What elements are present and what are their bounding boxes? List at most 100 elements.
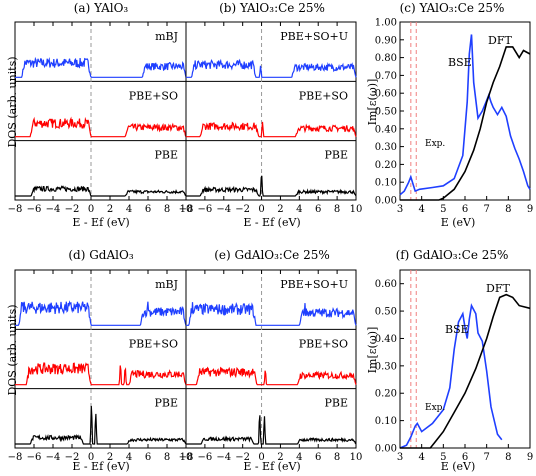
x-tick-label: −2 <box>65 204 80 215</box>
x-tick-label: 2 <box>277 452 283 463</box>
xlabel-c: E (eV) <box>441 216 476 229</box>
x-tick-label: 5 <box>440 452 446 463</box>
xlabel-f: E (eV) <box>441 460 476 473</box>
y-tick-label: 0.20 <box>375 389 397 400</box>
dos-series-a-2 <box>15 185 187 197</box>
dos-series-e-1 <box>186 366 357 386</box>
title-c: (c) YAlO₃:Ce 25% <box>400 1 505 15</box>
title-e: (e) GdAlO₃:Ce 25% <box>214 248 330 262</box>
x-tick-label: −6 <box>198 204 213 215</box>
x-tick-label: −4 <box>216 204 231 215</box>
method-label: PBE+SO <box>299 89 348 102</box>
eps-series-bse <box>399 303 503 449</box>
xlabel-b: E - Ef (eV) <box>243 216 300 229</box>
x-tick-label: 0 <box>258 452 264 463</box>
x-tick-label: 3 <box>397 204 403 215</box>
x-tick-label: 8 <box>334 452 340 463</box>
dos-chart-a: mBJ PBE+SO PBE −8 −6 −4 −2 0 2 4 6 8 10 <box>8 21 192 215</box>
title-b: (b) YAlO₃:Ce 25% <box>219 1 325 15</box>
x-tick-label: 8 <box>334 204 340 215</box>
x-tick-label: −2 <box>65 452 80 463</box>
x-tick-label: 4 <box>296 204 302 215</box>
dos-series-b-0 <box>186 58 357 78</box>
x-tick-label: 6 <box>145 452 151 463</box>
frame-a <box>14 21 187 201</box>
x-tick-label: −2 <box>235 204 250 215</box>
method-label: PBE <box>324 149 348 162</box>
ylabel-d: DOS (arb. units) <box>6 304 19 395</box>
y-tick-label: 0.80 <box>375 53 397 64</box>
method-label: PBE+SO+U <box>280 278 348 291</box>
dos-series-e-2 <box>186 415 357 445</box>
x-tick-label: −8 <box>179 452 194 463</box>
x-tick-label: 8 <box>164 452 170 463</box>
xlabel-d: E - Ef (eV) <box>72 460 129 473</box>
y-tick-label: 0.40 <box>375 124 397 135</box>
dos-series-d-1 <box>15 362 187 386</box>
y-tick-label: 0.30 <box>375 142 397 153</box>
x-tick-label: 6 <box>315 204 321 215</box>
x-tick-label: 2 <box>107 204 113 215</box>
method-label: PBE <box>154 397 178 410</box>
x-tick-label: 6 <box>462 452 468 463</box>
x-tick-label: 4 <box>296 452 302 463</box>
x-tick-label: 8 <box>505 452 511 463</box>
y-tick-label: 0.00 <box>375 444 397 455</box>
exp-label: Exp. <box>425 403 445 413</box>
y-tick-label: 1.00 <box>375 18 397 29</box>
method-label: PBE <box>324 397 348 410</box>
ylabel-a: DOS (arb. units) <box>6 56 19 147</box>
title-f: (f) GdAlO₃:Ce 25% <box>396 248 509 262</box>
x-tick-label: 10 <box>180 452 193 463</box>
y-tick-label: 0.90 <box>375 35 397 46</box>
x-tick-label: 2 <box>107 452 113 463</box>
dos-series-d-2 <box>15 405 187 445</box>
dos-series-e-0 <box>186 301 357 326</box>
dos-chart-b: PBE+SO+U PBE+SO PBE −8 −6 −4 −2 0 2 4 6 8 10 <box>179 21 363 215</box>
dft-label: DFT <box>486 282 510 295</box>
x-tick-label: −2 <box>235 452 250 463</box>
frame-d <box>14 269 187 449</box>
y-tick-label: 0.70 <box>375 71 397 82</box>
bse-label: BSE <box>445 323 469 336</box>
y-tick-label: 0.50 <box>375 107 397 118</box>
x-tick-label: 2 <box>277 204 283 215</box>
eps-series-dft <box>400 46 531 201</box>
x-tick-label: 10 <box>350 452 363 463</box>
x-tick-label: 7 <box>483 452 489 463</box>
method-label: PBE+SO <box>129 89 178 102</box>
x-tick-label: 0 <box>258 204 264 215</box>
y-tick-label: 0.30 <box>375 361 397 372</box>
x-tick-label: 6 <box>315 452 321 463</box>
x-tick-label: 6 <box>145 204 151 215</box>
x-tick-label: 6 <box>462 204 468 215</box>
dos-series-b-1 <box>186 121 357 138</box>
xlabel-a: E - Ef (eV) <box>72 216 129 229</box>
x-tick-label: 4 <box>126 452 132 463</box>
frame-b <box>185 21 357 201</box>
x-tick-label: 9 <box>527 204 533 215</box>
y-tick-label: 0.40 <box>375 334 397 345</box>
x-tick-label: −4 <box>216 452 231 463</box>
dos-series-a-0 <box>15 56 187 78</box>
dos-series-a-1 <box>15 116 187 138</box>
x-tick-label: 9 <box>527 452 533 463</box>
x-tick-label: −4 <box>46 204 61 215</box>
y-tick-label: 0.00 <box>375 196 397 207</box>
x-tick-label: 4 <box>418 204 424 215</box>
exp-label: Exp. <box>425 139 445 149</box>
x-tick-label: 10 <box>350 204 363 215</box>
x-tick-label: 5 <box>440 204 446 215</box>
eps-series-dft <box>400 293 531 449</box>
eps-series-bse <box>399 34 531 196</box>
y-tick-label: 0.10 <box>375 416 397 427</box>
dos-chart-d: mBJ PBE+SO PBE −8 −6 −4 −2 0 2 4 6 8 10 <box>8 269 193 463</box>
frame-e <box>185 269 357 449</box>
dft-label: DFT <box>488 34 512 47</box>
x-tick-label: 7 <box>483 204 489 215</box>
frame-c <box>399 21 531 201</box>
method-label: PBE+SO+U <box>280 30 348 43</box>
dos-series-b-2 <box>186 175 357 197</box>
x-tick-label: −4 <box>46 452 61 463</box>
method-label: PBE+SO <box>299 337 348 350</box>
